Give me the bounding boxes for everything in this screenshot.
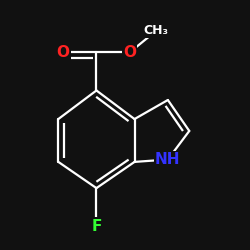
Text: CH₃: CH₃: [144, 24, 169, 38]
Text: F: F: [91, 219, 102, 234]
Text: O: O: [56, 45, 70, 60]
Text: O: O: [123, 45, 136, 60]
Text: NH: NH: [155, 152, 180, 167]
